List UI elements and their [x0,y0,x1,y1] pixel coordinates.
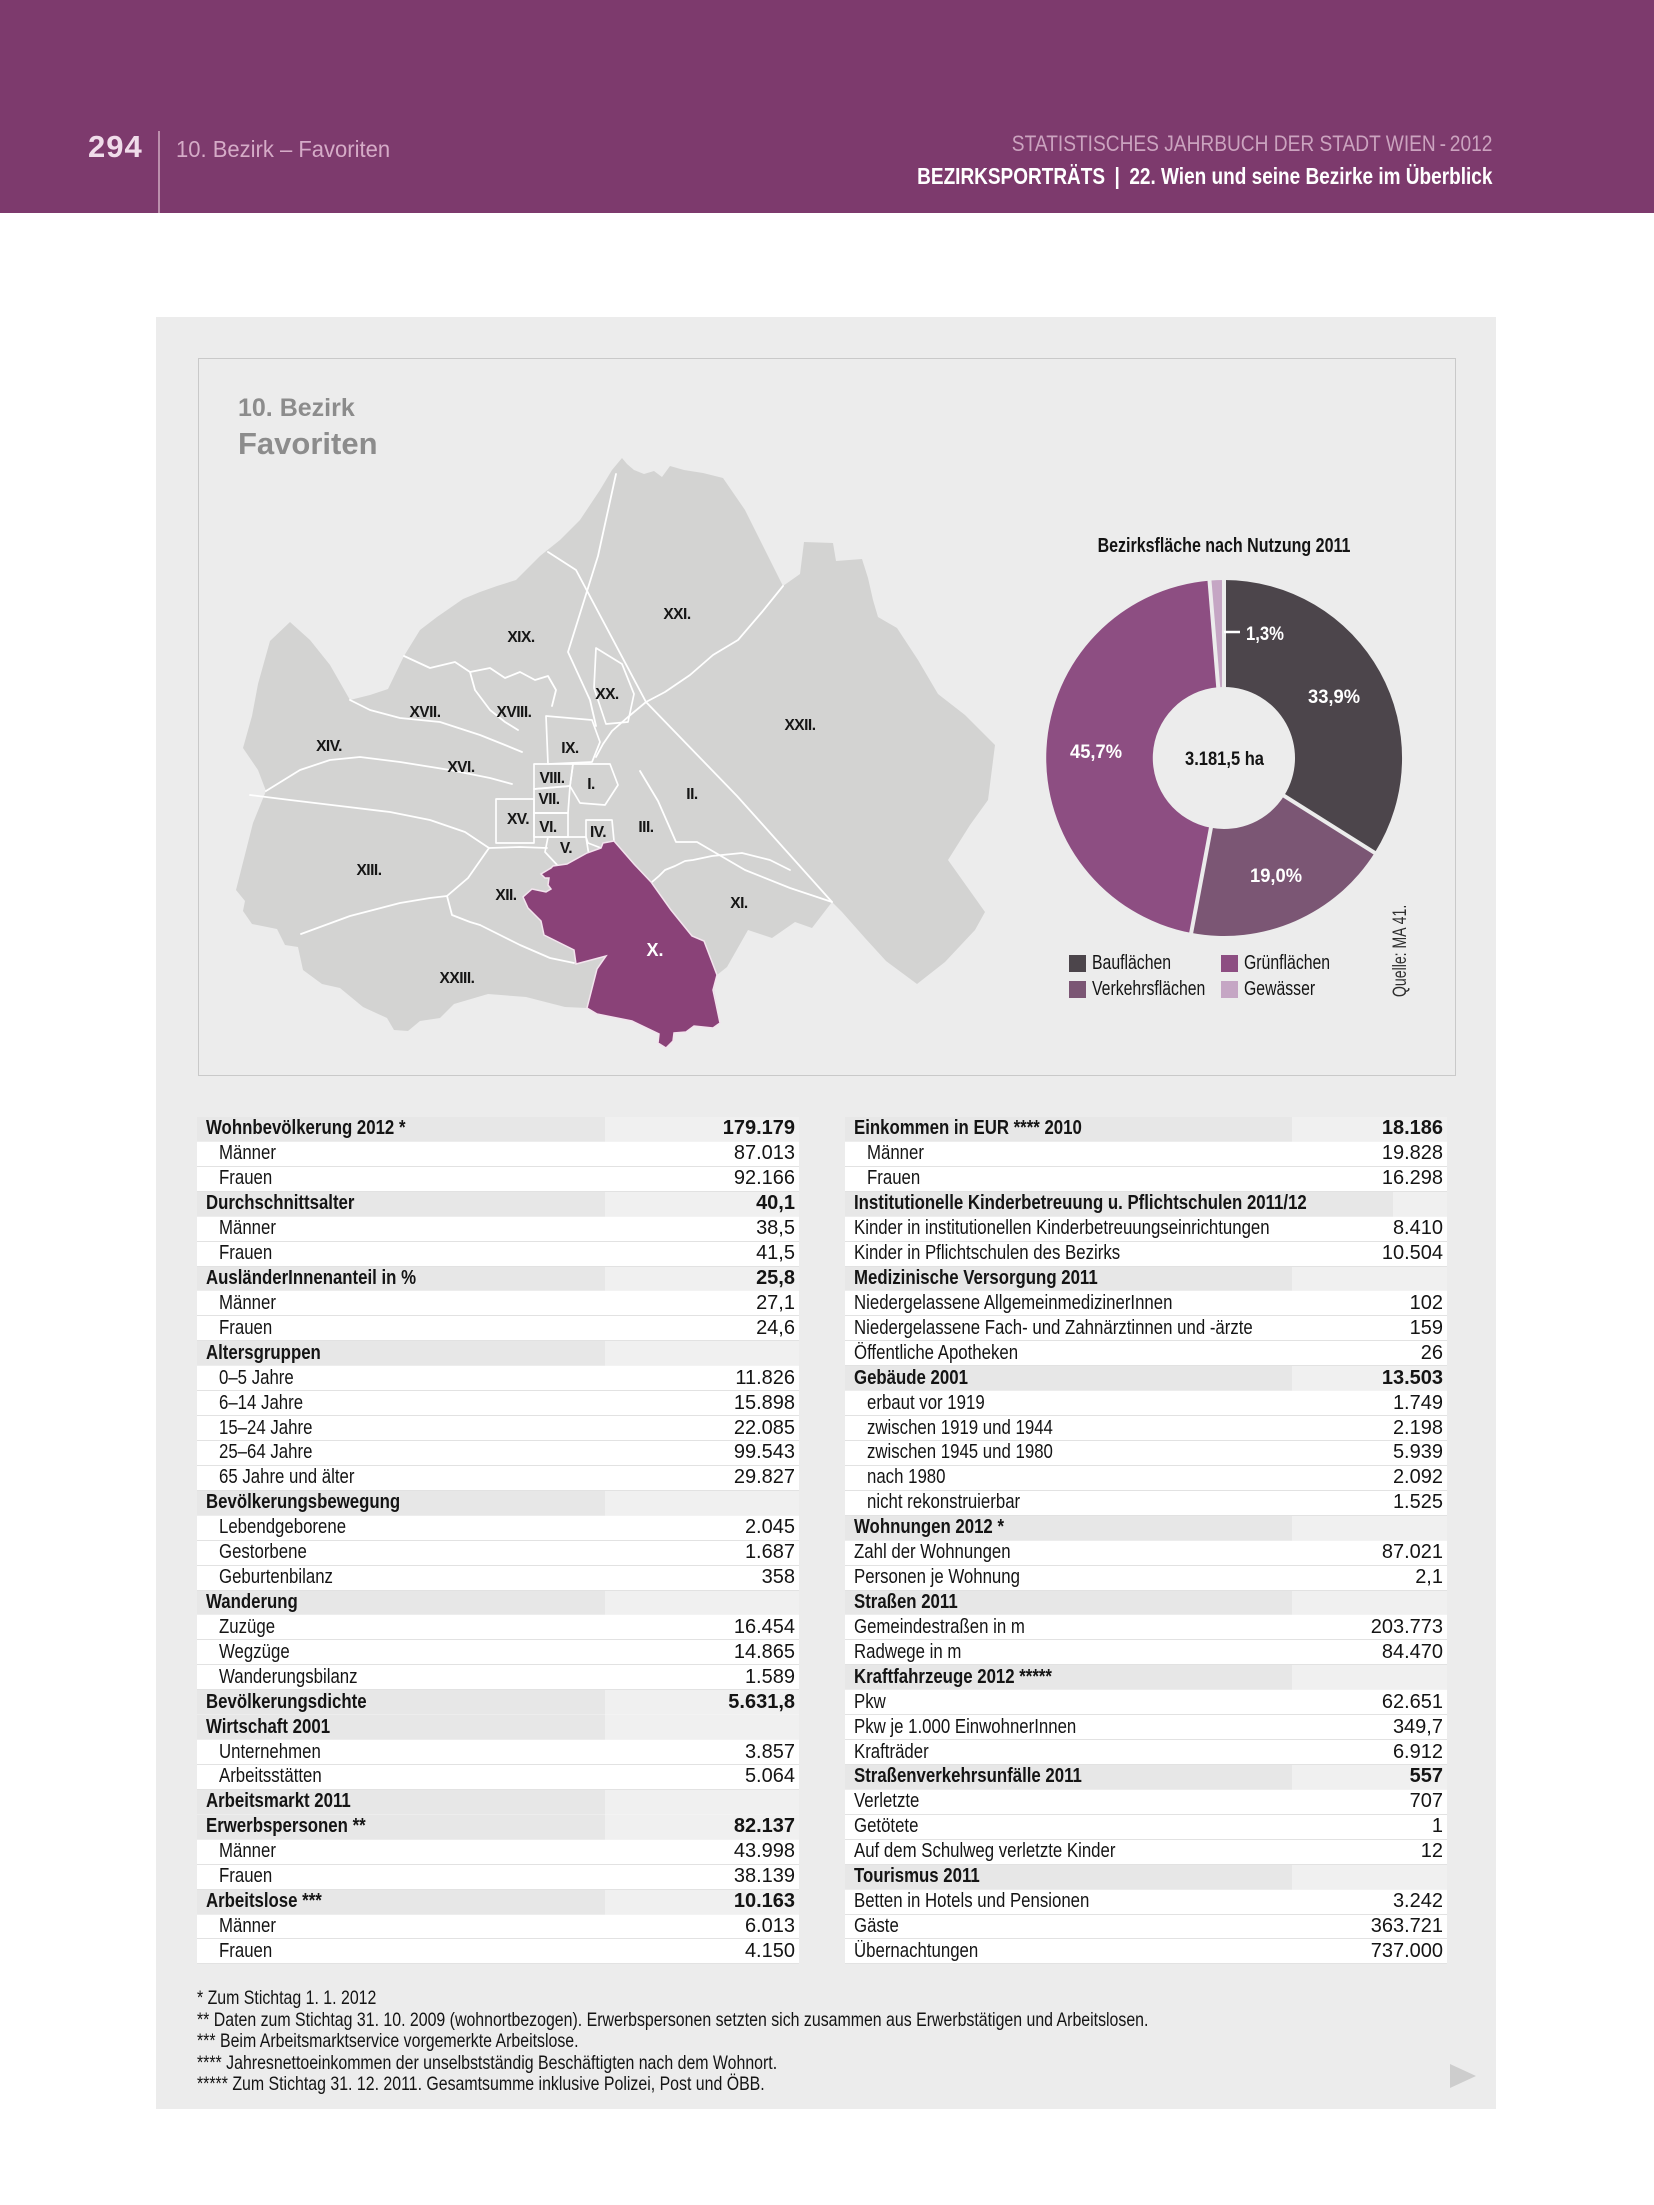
svg-text:III.: III. [638,819,653,836]
svg-text:XV.: XV. [507,811,529,828]
svg-text:XXI.: XXI. [663,606,690,623]
svg-text:XIV.: XIV. [316,738,342,755]
svg-text:3.181,5 ha: 3.181,5 ha [1185,749,1264,770]
svg-text:XI.: XI. [730,895,748,912]
svg-text:VIII.: VIII. [539,770,564,787]
svg-text:V.: V. [560,840,572,857]
svg-text:19,0%: 19,0% [1250,866,1302,887]
svg-text:XVI.: XVI. [447,759,474,776]
svg-text:II.: II. [686,786,698,803]
svg-text:33,9%: 33,9% [1308,687,1360,708]
svg-text:XXII.: XXII. [784,717,815,734]
svg-text:IX.: IX. [561,740,579,757]
svg-text:XIII.: XIII. [356,862,381,879]
svg-text:XVII.: XVII. [409,704,440,721]
svg-text:VI.: VI. [539,819,557,836]
svg-text:XXIII.: XXIII. [440,970,475,987]
svg-text:XX.: XX. [595,686,619,703]
svg-text:XIX.: XIX. [507,629,534,646]
svg-text:I.: I. [587,776,595,793]
svg-text:45,7%: 45,7% [1070,742,1122,763]
svg-text:1,3%: 1,3% [1246,624,1284,645]
svg-text:XVIII.: XVIII. [497,704,532,721]
svg-text:XII.: XII. [495,887,516,904]
svg-text:VII.: VII. [538,791,559,808]
svg-text:IV.: IV. [590,824,606,841]
svg-text:X.: X. [646,940,663,960]
